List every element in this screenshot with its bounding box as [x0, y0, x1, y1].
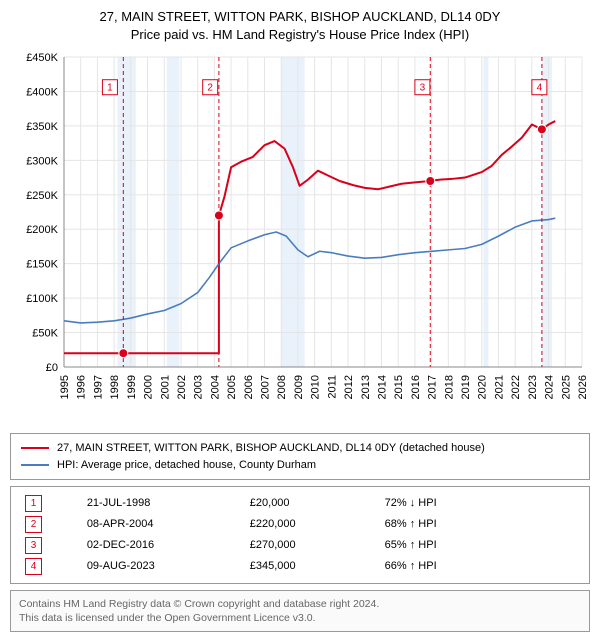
- footer-line2: This data is licensed under the Open Gov…: [19, 611, 581, 625]
- svg-text:2019: 2019: [460, 375, 472, 399]
- svg-text:2014: 2014: [376, 375, 388, 399]
- events-row: 1 21-JUL-1998£20,00072% ↓ HPI: [19, 493, 581, 514]
- svg-text:2004: 2004: [209, 375, 221, 399]
- event-date: 02-DEC-2016: [81, 535, 244, 556]
- svg-text:1995: 1995: [59, 375, 71, 399]
- svg-text:£250K: £250K: [26, 190, 58, 202]
- event-date: 08-APR-2004: [81, 514, 244, 535]
- event-price: £220,000: [244, 514, 379, 535]
- event-hpi-delta: 66% ↑ HPI: [379, 556, 581, 577]
- svg-text:2020: 2020: [477, 375, 489, 399]
- event-number-badge: 1: [25, 495, 42, 512]
- svg-text:2009: 2009: [293, 375, 305, 399]
- event-hpi-delta: 68% ↑ HPI: [379, 514, 581, 535]
- svg-text:2001: 2001: [159, 375, 171, 399]
- svg-text:2010: 2010: [310, 375, 322, 399]
- chart-title-line1: 27, MAIN STREET, WITTON PARK, BISHOP AUC…: [10, 8, 590, 26]
- footer-line1: Contains HM Land Registry data © Crown c…: [19, 597, 581, 611]
- events-row: 2 08-APR-2004£220,00068% ↑ HPI: [19, 514, 581, 535]
- legend-box: 27, MAIN STREET, WITTON PARK, BISHOP AUC…: [10, 433, 590, 480]
- svg-text:£100K: £100K: [26, 293, 58, 305]
- svg-text:£450K: £450K: [26, 52, 58, 64]
- event-price: £20,000: [244, 493, 379, 514]
- svg-text:2: 2: [207, 83, 213, 94]
- svg-text:2002: 2002: [176, 375, 188, 399]
- footer-box: Contains HM Land Registry data © Crown c…: [10, 590, 590, 632]
- price-chart-svg: £0 £50K £100K £150K £200K £250K £300K £350K £400…: [10, 47, 590, 427]
- svg-text:£150K: £150K: [26, 259, 58, 271]
- events-row: 4 09-AUG-2023£345,00066% ↑ HPI: [19, 556, 581, 577]
- legend-swatch: [21, 447, 49, 449]
- event-number-badge: 2: [25, 516, 42, 533]
- svg-text:2006: 2006: [243, 375, 255, 399]
- svg-text:£300K: £300K: [26, 155, 58, 167]
- svg-text:£400K: £400K: [26, 87, 58, 99]
- svg-text:2018: 2018: [443, 375, 455, 399]
- svg-text:3: 3: [420, 83, 426, 94]
- svg-text:2023: 2023: [527, 375, 539, 399]
- legend-item: HPI: Average price, detached house, Coun…: [19, 457, 581, 474]
- legend-label: HPI: Average price, detached house, Coun…: [57, 457, 316, 474]
- svg-text:2021: 2021: [493, 375, 505, 399]
- chart-area: £0 £50K £100K £150K £200K £250K £300K £350K £400…: [10, 47, 590, 427]
- svg-text:2024: 2024: [544, 375, 556, 399]
- svg-text:£350K: £350K: [26, 121, 58, 133]
- events-box: 1 21-JUL-1998£20,00072% ↓ HPI 2 08-APR-2004…: [10, 486, 590, 584]
- svg-text:1996: 1996: [76, 375, 88, 399]
- event-number-badge: 4: [25, 558, 42, 575]
- legend-swatch: [21, 464, 49, 466]
- svg-text:2003: 2003: [193, 375, 205, 399]
- event-price: £270,000: [244, 535, 379, 556]
- svg-text:2013: 2013: [360, 375, 372, 399]
- svg-text:2008: 2008: [276, 375, 288, 399]
- event-date: 09-AUG-2023: [81, 556, 244, 577]
- svg-text:4: 4: [537, 83, 543, 94]
- events-table: 1 21-JUL-1998£20,00072% ↓ HPI 2 08-APR-2004…: [19, 493, 581, 577]
- svg-text:2005: 2005: [226, 375, 238, 399]
- svg-text:2012: 2012: [343, 375, 355, 399]
- svg-text:1997: 1997: [92, 375, 104, 399]
- svg-text:1998: 1998: [109, 375, 121, 399]
- event-number-badge: 3: [25, 537, 42, 554]
- svg-text:1999: 1999: [126, 375, 138, 399]
- event-hpi-delta: 72% ↓ HPI: [379, 493, 581, 514]
- event-price: £345,000: [244, 556, 379, 577]
- events-row: 3 02-DEC-2016£270,00065% ↑ HPI: [19, 535, 581, 556]
- svg-text:2000: 2000: [143, 375, 155, 399]
- svg-text:1: 1: [107, 83, 113, 94]
- legend-item: 27, MAIN STREET, WITTON PARK, BISHOP AUC…: [19, 440, 581, 457]
- svg-text:2022: 2022: [510, 375, 522, 399]
- svg-text:2017: 2017: [427, 375, 439, 399]
- svg-text:£0: £0: [46, 362, 58, 374]
- svg-text:2026: 2026: [577, 375, 589, 399]
- legend-label: 27, MAIN STREET, WITTON PARK, BISHOP AUC…: [57, 440, 485, 457]
- svg-text:2011: 2011: [326, 375, 338, 399]
- svg-text:2007: 2007: [260, 375, 272, 399]
- svg-text:£200K: £200K: [26, 224, 58, 236]
- event-date: 21-JUL-1998: [81, 493, 244, 514]
- event-hpi-delta: 65% ↑ HPI: [379, 535, 581, 556]
- svg-text:2015: 2015: [393, 375, 405, 399]
- svg-text:£50K: £50K: [32, 328, 58, 340]
- chart-title-line2: Price paid vs. HM Land Registry's House …: [10, 26, 590, 44]
- svg-text:2016: 2016: [410, 375, 422, 399]
- svg-text:2025: 2025: [560, 375, 572, 399]
